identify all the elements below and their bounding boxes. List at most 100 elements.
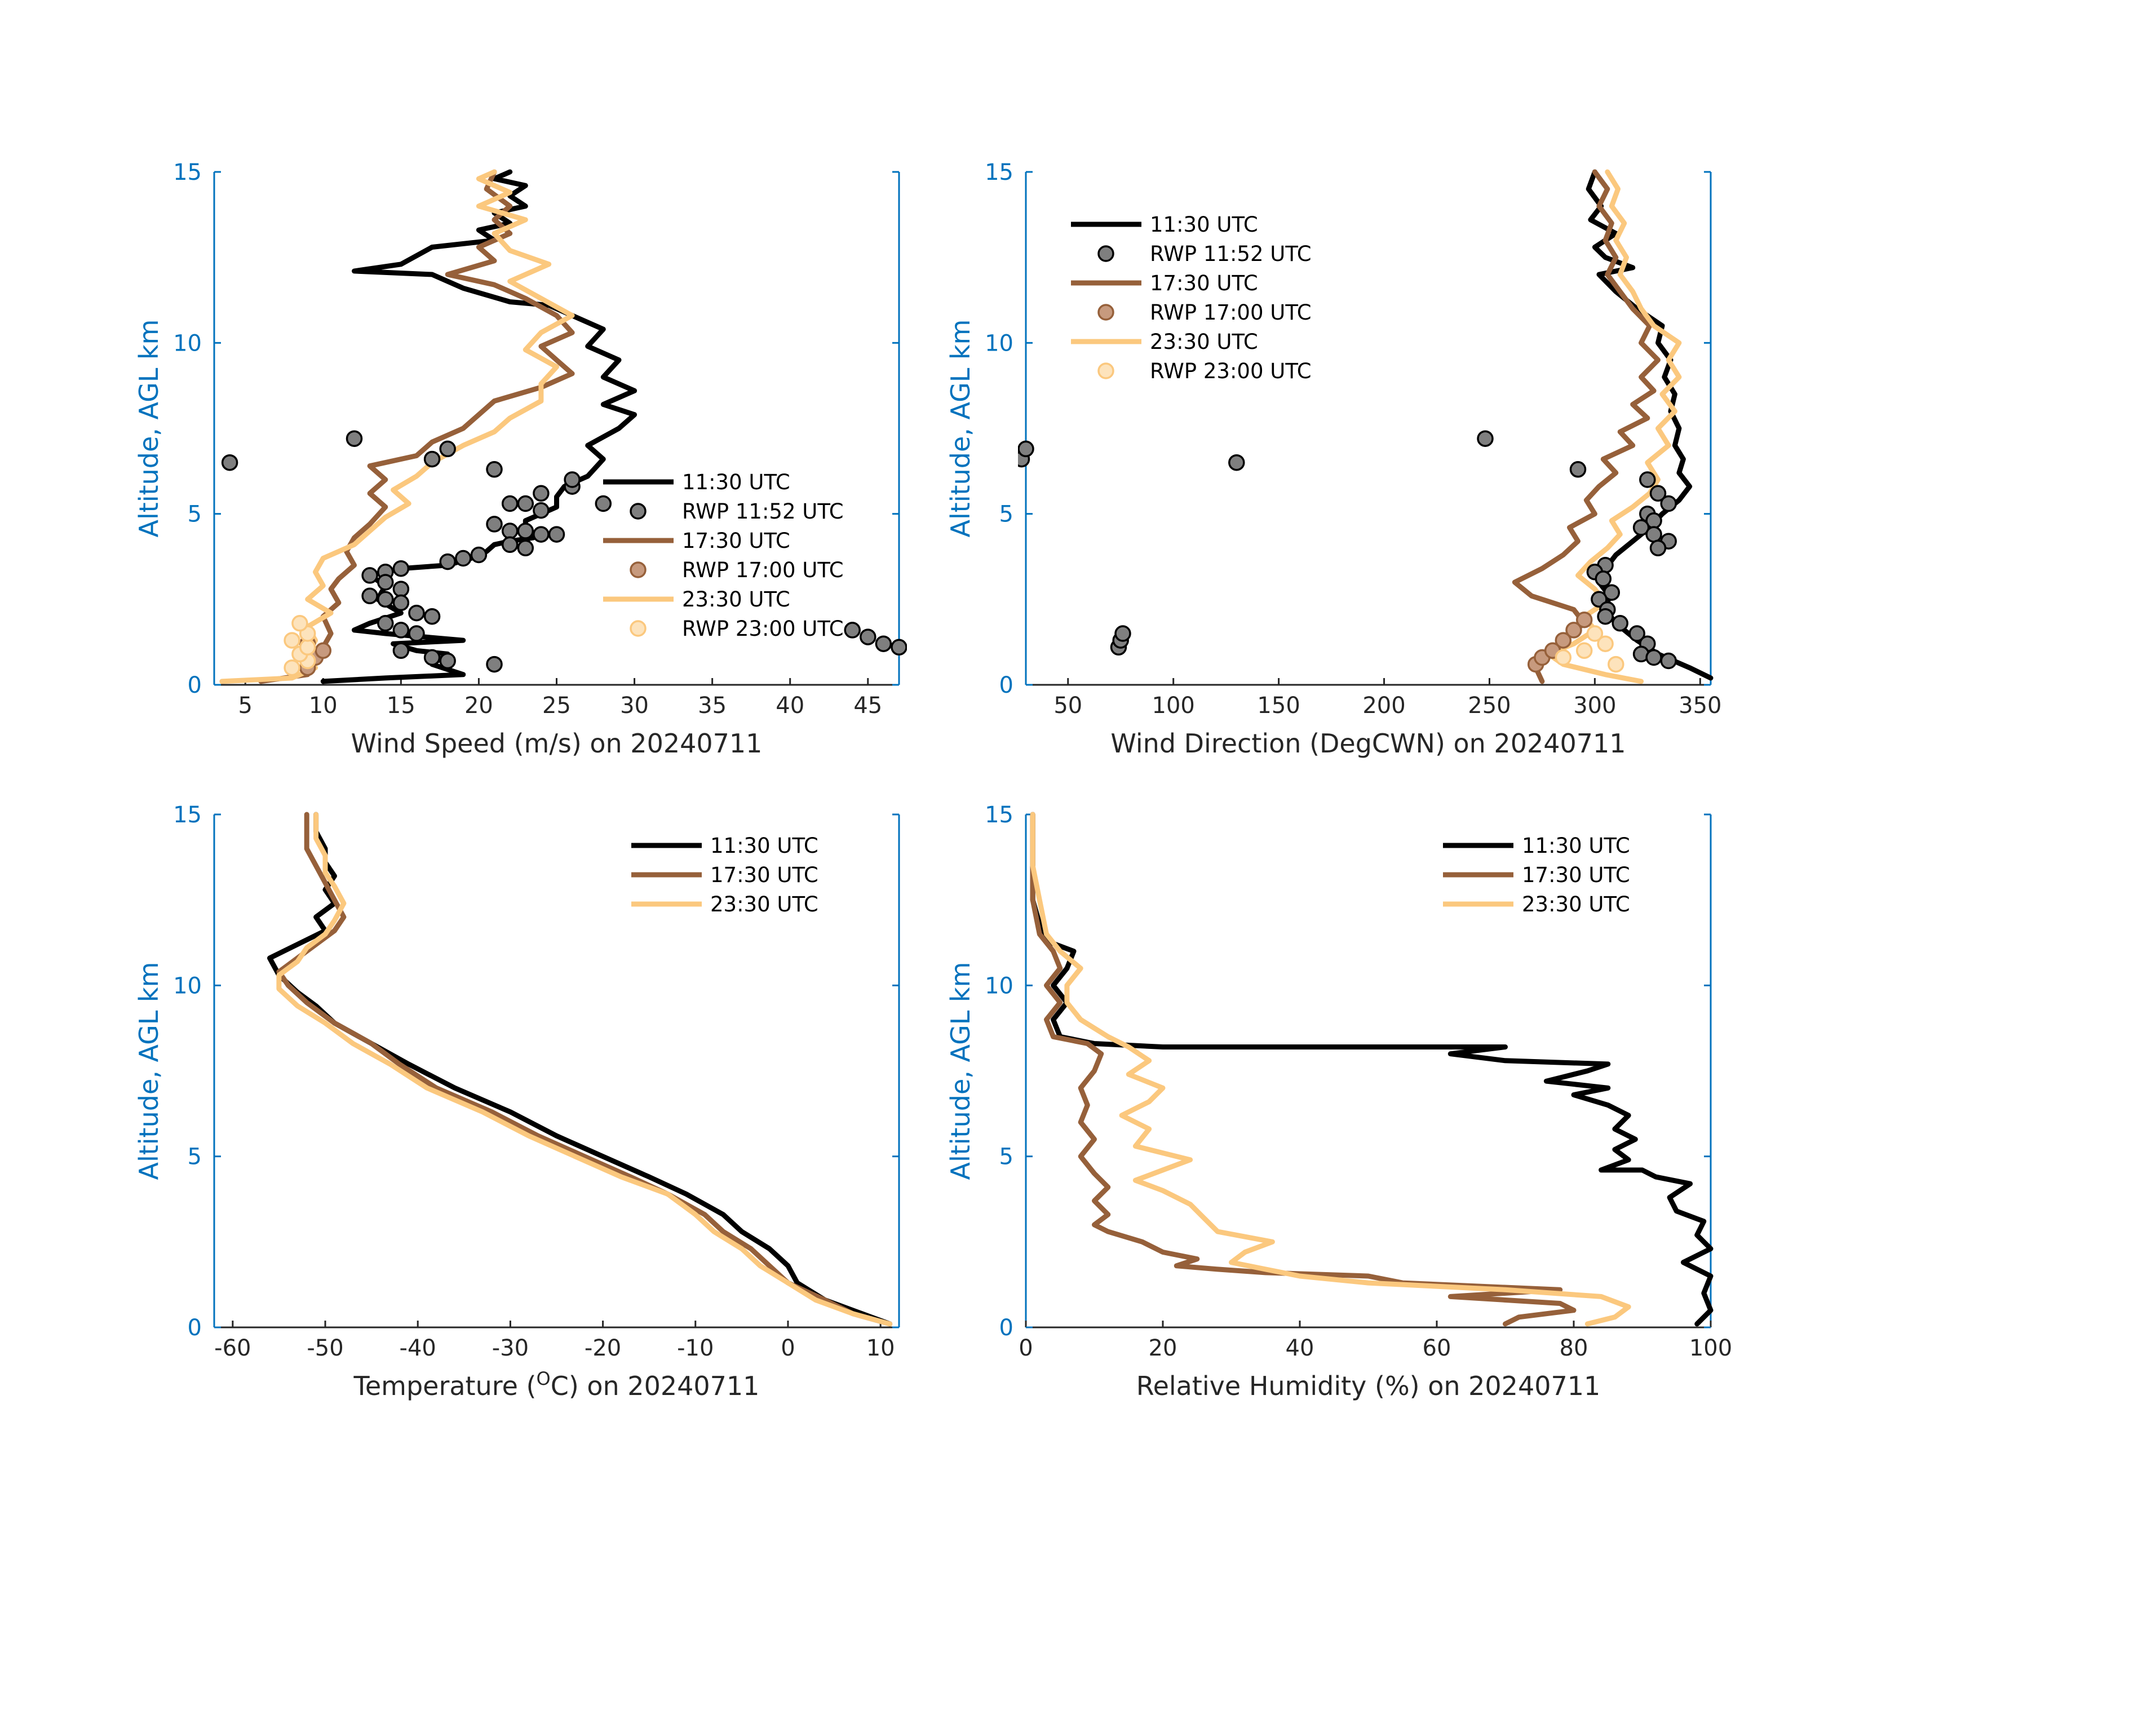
legend-label: 17:30 UTC: [682, 529, 790, 553]
rwp-point-rwp1152: [501, 522, 519, 539]
y-tick-label: 5: [999, 502, 1013, 528]
legend-marker-rwp1700: [1097, 304, 1114, 321]
legend-label: 23:30 UTC: [710, 892, 818, 916]
x-tick-label: 60: [1423, 1335, 1451, 1361]
rwp-point-rwp1152: [221, 454, 238, 471]
rwp-point-rwp1152: [377, 615, 394, 632]
rwp-point-rwp1152: [408, 604, 425, 622]
y-tick-label: 0: [999, 1315, 1013, 1341]
rwp-point-rwp1152: [377, 574, 394, 591]
y-tick-label: 15: [985, 160, 1013, 185]
rwp-point-rwp1152: [1018, 440, 1034, 458]
rwp-point-rwp1152: [1477, 430, 1494, 447]
rwp-point-rwp2300: [1608, 656, 1624, 673]
series-line-t2330: [276, 812, 893, 1327]
rwp-point-rwp1152: [361, 567, 378, 584]
rwp-point-rwp1152: [439, 553, 456, 570]
y-tick-label: 10: [985, 973, 1013, 999]
legend-marker-rwp1152: [630, 503, 647, 520]
y-tick-label: 15: [173, 802, 202, 828]
legend-label: 17:30 UTC: [1522, 863, 1630, 887]
x-tick-label: 0: [1019, 1335, 1033, 1361]
rwp-point-rwp1152: [564, 471, 581, 488]
x-axis-title: Relative Humidity (%) on 20240711: [1136, 1371, 1601, 1401]
legend-label: 11:30 UTC: [1150, 212, 1258, 237]
y-axis-title: Altitude, AGL km: [134, 962, 164, 1180]
x-tick-label: 150: [1257, 693, 1300, 719]
rwp-point-rwp1152: [1612, 615, 1628, 632]
y-tick-label: 10: [173, 330, 202, 356]
legend-label: RWP 11:52 UTC: [1150, 242, 1312, 266]
legend-marker-rwp1152: [1097, 245, 1114, 262]
series-line-t1730: [258, 169, 575, 684]
x-tick-label: 40: [776, 693, 804, 719]
rwp-point-rwp1152: [533, 526, 550, 543]
x-tick-label: 100: [1689, 1335, 1732, 1361]
x-tick-label: 200: [1362, 693, 1405, 719]
legend-label: RWP 23:00 UTC: [682, 617, 844, 641]
x-axis-title: Wind Direction (DegCWN) on 20240711: [1110, 728, 1626, 759]
rwp-point-rwp1152: [1660, 495, 1677, 512]
rwp-point-rwp1152: [1645, 649, 1662, 666]
rwp-point-rwp1700: [315, 642, 332, 659]
rwp-point-rwp1152: [1597, 608, 1614, 625]
rwp-point-rwp1152: [423, 450, 441, 468]
rwp-point-rwp1152: [501, 495, 519, 512]
legend-label: RWP 23:00 UTC: [1150, 359, 1312, 383]
y-tick-label: 0: [999, 672, 1013, 698]
rwp-point-rwp1152: [891, 639, 907, 656]
panel-wind-direction: 50 100 150 200 250 300 350 0 5 10 15 Wind Direction…: [945, 160, 1721, 759]
x-tick-label: 100: [1152, 693, 1195, 719]
y-tick-label: 5: [999, 1144, 1013, 1170]
x-tick-label: 40: [1286, 1335, 1314, 1361]
y-tick-label: 15: [173, 160, 202, 185]
rwp-point-rwp1152: [439, 440, 456, 458]
x-tick-label: 350: [1679, 693, 1721, 719]
y-tick-label: 0: [188, 672, 202, 698]
rwp-point-rwp1700: [1565, 622, 1582, 639]
legend-marker-rwp2300: [1097, 362, 1114, 379]
x-tick-label: 20: [1149, 1335, 1177, 1361]
x-tick-label: 80: [1560, 1335, 1588, 1361]
legend-label: 17:30 UTC: [710, 863, 818, 887]
x-tick-label: 0: [781, 1335, 795, 1361]
rwp-point-rwp1152: [533, 485, 550, 502]
rwp-point-rwp2300: [284, 659, 300, 676]
rwp-point-rwp1152: [1660, 652, 1677, 670]
series-line-t1730: [1030, 812, 1577, 1327]
rwp-point-rwp1152: [517, 522, 534, 539]
x-axis-title: Wind Speed (m/s) on 20240711: [351, 728, 763, 759]
legend-label: 23:30 UTC: [682, 587, 790, 612]
x-axis-title: Temperature (OC) on 20240711: [353, 1368, 760, 1401]
rwp-point-rwp1152: [1603, 584, 1621, 601]
y-tick-label: 0: [188, 1315, 202, 1341]
rwp-point-rwp1152: [1649, 539, 1667, 557]
rwp-point-rwp1152: [844, 622, 861, 639]
x-tick-label: 35: [698, 693, 727, 719]
rwp-point-rwp1152: [1639, 471, 1656, 488]
legend-label: 11:30 UTC: [1522, 834, 1630, 858]
rwp-point-rwp1152: [517, 539, 534, 557]
rwp-point-rwp1152: [501, 536, 519, 553]
x-tick-label: -50: [307, 1335, 343, 1361]
legend: 11:30 UTC 17:30 UTC 23:30 UTC: [631, 834, 818, 916]
x-tick-label: 250: [1468, 693, 1511, 719]
legend-label: 11:30 UTC: [710, 834, 818, 858]
x-tick-label: 30: [620, 693, 649, 719]
panel-wind-speed: 5 10 15 20 25 30 35 40 45 0 5 10 15 Wind Speed (m/s) …: [134, 160, 907, 759]
rwp-point-rwp1152: [548, 526, 565, 543]
legend-label: RWP 17:00 UTC: [1150, 300, 1312, 325]
rwp-point-rwp1152: [486, 516, 503, 533]
x-tick-label: 10: [309, 693, 338, 719]
plot-area: [267, 812, 893, 1327]
x-axis-title-part: Temperature (: [353, 1371, 537, 1401]
legend-label: 11:30 UTC: [682, 470, 790, 494]
rwp-point-rwp1152: [423, 608, 441, 625]
x-axis-title-tail: C) on 20240711: [551, 1371, 760, 1401]
rwp-point-rwp2300: [1597, 635, 1614, 652]
rwp-point-rwp2300: [1586, 625, 1604, 642]
rwp-point-rwp1152: [860, 628, 876, 645]
plot-area: [1018, 169, 1714, 684]
rwp-point-rwp1152: [517, 495, 534, 512]
legend-label: 17:30 UTC: [1150, 271, 1258, 295]
